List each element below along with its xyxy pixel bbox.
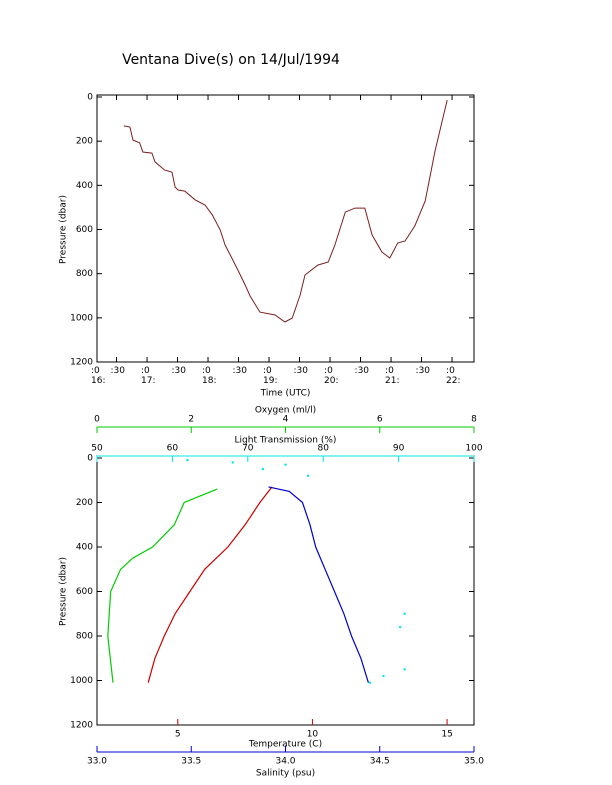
x-tick-label: 100 <box>465 444 482 454</box>
x-axis-title: Oxygen (ml/l) <box>255 406 316 416</box>
x-tick-label: :0 20: <box>324 366 339 386</box>
profile-point <box>403 668 406 671</box>
x-axis-title: Salinity (psu) <box>256 769 315 779</box>
x-tick-label: :30 <box>232 366 247 376</box>
profile-point <box>403 612 406 615</box>
y-tick-label: 800 <box>76 632 93 642</box>
profile-line <box>107 488 218 683</box>
x-tick-label: :0 21: <box>385 366 400 386</box>
x-tick-label: :0 19: <box>263 366 278 386</box>
x-tick-label: 2 <box>188 415 194 425</box>
x-tick-label: 33.5 <box>181 757 201 767</box>
y-tick-label: 0 <box>87 93 93 103</box>
x-tick-label: 5 <box>175 730 181 740</box>
profile-point <box>284 463 287 466</box>
x-tick-label: 90 <box>393 444 405 454</box>
profile-point <box>368 681 372 684</box>
x-tick-label: 15 <box>441 730 452 740</box>
dive-track <box>123 99 448 323</box>
x-tick-label: :30 <box>110 366 125 376</box>
x-tick-label: 80 <box>317 444 329 454</box>
chart-title: Ventana Dive(s) on 14/Jul/1994 <box>122 52 340 68</box>
y-axis-title: Pressure (dbar) <box>59 557 69 626</box>
y-tick-label: 200 <box>76 137 93 147</box>
profile-point <box>382 674 385 678</box>
profile-point <box>306 474 310 477</box>
x-tick-label: 60 <box>167 444 179 454</box>
x-tick-label: 50 <box>91 444 103 454</box>
profile-line <box>268 486 369 683</box>
y-tick-label: 1000 <box>70 676 93 686</box>
y-tick-label: 1000 <box>70 313 93 323</box>
x-tick-label: :0 18: <box>202 366 217 386</box>
x-tick-label: :30 <box>415 366 431 376</box>
y-tick-label: 200 <box>76 498 93 508</box>
plot-frame <box>96 94 475 363</box>
x-axis-title: Temperature (C) <box>248 740 322 750</box>
x-tick-label: 8 <box>471 415 477 425</box>
profile-point <box>186 459 189 462</box>
profile-line <box>147 486 273 683</box>
x-tick-label: 70 <box>242 444 254 454</box>
y-axis-title: Pressure (dbar) <box>59 195 69 264</box>
y-tick-label: 1200 <box>70 358 93 368</box>
x-tick-label: 6 <box>377 415 383 425</box>
x-tick-label: :30 <box>293 366 308 376</box>
plot-frame <box>96 455 475 726</box>
profile-point <box>398 625 402 629</box>
profile-point <box>231 461 234 464</box>
x-tick-label: 35.0 <box>464 757 484 767</box>
profile-point <box>261 467 265 471</box>
x-tick-label: 10 <box>307 730 319 740</box>
x-tick-label: 34.5 <box>370 757 390 767</box>
x-tick-label: :0 17: <box>141 366 156 386</box>
x-tick-label: 0 <box>94 415 100 425</box>
y-tick-label: 400 <box>76 543 93 553</box>
x-tick-label: 33.0 <box>87 757 107 767</box>
y-tick-label: 600 <box>76 225 93 235</box>
y-tick-label: 1200 <box>70 721 93 731</box>
y-tick-label: 0 <box>87 454 93 464</box>
x-tick-label: :30 <box>354 366 370 376</box>
x-tick-label: :0 16: <box>91 366 106 386</box>
x-tick-label: 4 <box>283 415 289 425</box>
x-axis-title: Time (UTC) <box>260 389 311 399</box>
x-tick-label: :0 22: <box>446 366 461 386</box>
y-tick-label: 600 <box>76 587 93 597</box>
x-axis-title: Light Transmission (%) <box>235 436 337 446</box>
x-tick-label: 34.0 <box>275 757 295 767</box>
x-tick-label: :30 <box>171 366 186 376</box>
y-tick-label: 800 <box>76 269 93 279</box>
y-tick-label: 400 <box>76 181 93 191</box>
